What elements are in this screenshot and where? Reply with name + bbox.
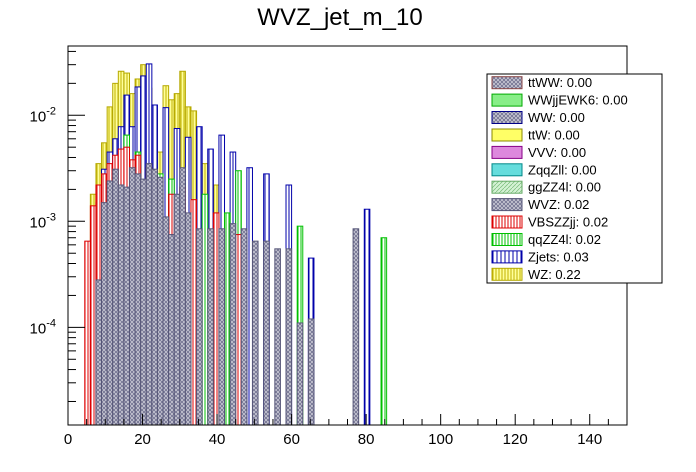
legend-swatch-ttww <box>491 76 523 90</box>
bar-qqzz4l <box>224 212 231 425</box>
bar-wvz <box>352 228 360 425</box>
bar-vbszzjj <box>89 205 97 425</box>
bar-wvz <box>218 228 226 425</box>
legend-label-wwjjewk6: WWjjEWK6: 0.00 <box>528 93 628 108</box>
legend-swatch-zqqzll <box>491 163 523 177</box>
bar-wvz <box>184 212 192 425</box>
bar-wvz <box>173 193 181 425</box>
bar-wvz <box>145 163 153 425</box>
bar-wvz <box>207 228 214 425</box>
x-tick-label: 40 <box>209 431 226 448</box>
bar-wvz <box>285 248 293 425</box>
bar-wvz <box>112 168 119 425</box>
legend-swatch-wwjjewk6 <box>491 93 523 107</box>
x-tick-label: 140 <box>577 431 602 448</box>
chart-title: WVZ_jet_m_10 <box>257 4 422 31</box>
bar-wvz <box>140 178 147 425</box>
bar-wvz <box>117 184 125 425</box>
legend-label-ggzz4l: ggZZ4l: 0.00 <box>528 180 601 195</box>
bar-wvz <box>229 223 237 425</box>
legend-swatch-qqzz4l <box>491 233 523 246</box>
bar-wvz <box>151 168 158 425</box>
legend-label-zjets: Zjets: 0.03 <box>528 249 589 264</box>
bar-wvz <box>101 202 108 425</box>
legend-swatch-wvz <box>491 198 523 212</box>
bar-wvz <box>128 167 136 425</box>
bar-wvz <box>274 248 281 425</box>
bar-wvz <box>162 216 170 425</box>
x-tick-label: 120 <box>503 431 528 448</box>
bar-wvz <box>95 279 103 425</box>
y-tick-label: 10-4 <box>30 317 56 337</box>
legend-label-qqzz4l: qqZZ4l: 0.02 <box>528 232 601 247</box>
x-tick-label: 20 <box>134 431 151 448</box>
legend-swatch-ttw <box>491 128 523 142</box>
legend-swatch-vvv <box>491 145 523 159</box>
legend-label-wz: WZ: 0.22 <box>528 267 581 282</box>
bar-qqzz4l <box>380 237 388 425</box>
bar-vbszzjj <box>235 234 242 425</box>
legend-label-wvz: WVZ: 0.02 <box>528 197 589 212</box>
bar-wvz <box>123 186 130 425</box>
axis-layer: 0 20 40 60 80 100 120 140 10-4 10-3 10-2 <box>30 50 609 448</box>
legend-label-ttw: ttW: 0.00 <box>528 128 580 143</box>
legend-swatch-vbszzjj <box>491 215 523 229</box>
bar-wvz <box>296 322 304 425</box>
bars-layer <box>84 63 388 425</box>
bar-wvz <box>156 176 164 425</box>
bar-zjets <box>363 208 371 425</box>
legend-label-vbszzjj: VBSZZjj: 0.02 <box>528 215 608 230</box>
bar-wvz <box>263 240 270 425</box>
legend: ttWW: 0.00 WWjjEWK6: 0.00 WW: 0.00 ttW: 0.0… <box>486 73 663 284</box>
bar-wvz <box>240 228 248 425</box>
legend-swatch-ggzz4l <box>491 180 523 194</box>
bar-zjets <box>246 167 253 425</box>
bar-wvz <box>168 234 175 425</box>
bar-qqzz4l <box>201 193 209 425</box>
x-tick-label: 80 <box>358 431 375 448</box>
bar-wvz <box>106 180 114 425</box>
bar-wvz <box>179 167 186 425</box>
bar-wvz <box>196 228 203 425</box>
bar-wvz <box>134 173 142 425</box>
y-tick-label: 10-3 <box>30 211 56 231</box>
legend-label-ttww: ttWW: 0.00 <box>528 75 592 90</box>
legend-label-vvv: VVV: 0.00 <box>528 145 586 160</box>
bar-vbszzjj <box>212 212 220 425</box>
bar-wvz <box>251 240 259 425</box>
legend-swatch-wz <box>491 267 523 281</box>
x-tick-label: 100 <box>428 431 453 448</box>
bar-wvz <box>307 318 315 425</box>
bar-vbszzjj <box>84 240 91 425</box>
legend-box <box>486 73 663 284</box>
legend-label-zqqzll: ZqqZll: 0.00 <box>528 162 597 177</box>
legend-swatch-ww <box>491 111 523 124</box>
y-tick-label: 10-2 <box>30 105 56 125</box>
legend-swatch-zjets <box>491 250 523 264</box>
bar-vbszzjj <box>190 199 198 425</box>
x-tick-label: 0 <box>64 431 72 448</box>
legend-label-ww: WW: 0.00 <box>528 110 585 125</box>
x-tick-label: 60 <box>283 431 300 448</box>
